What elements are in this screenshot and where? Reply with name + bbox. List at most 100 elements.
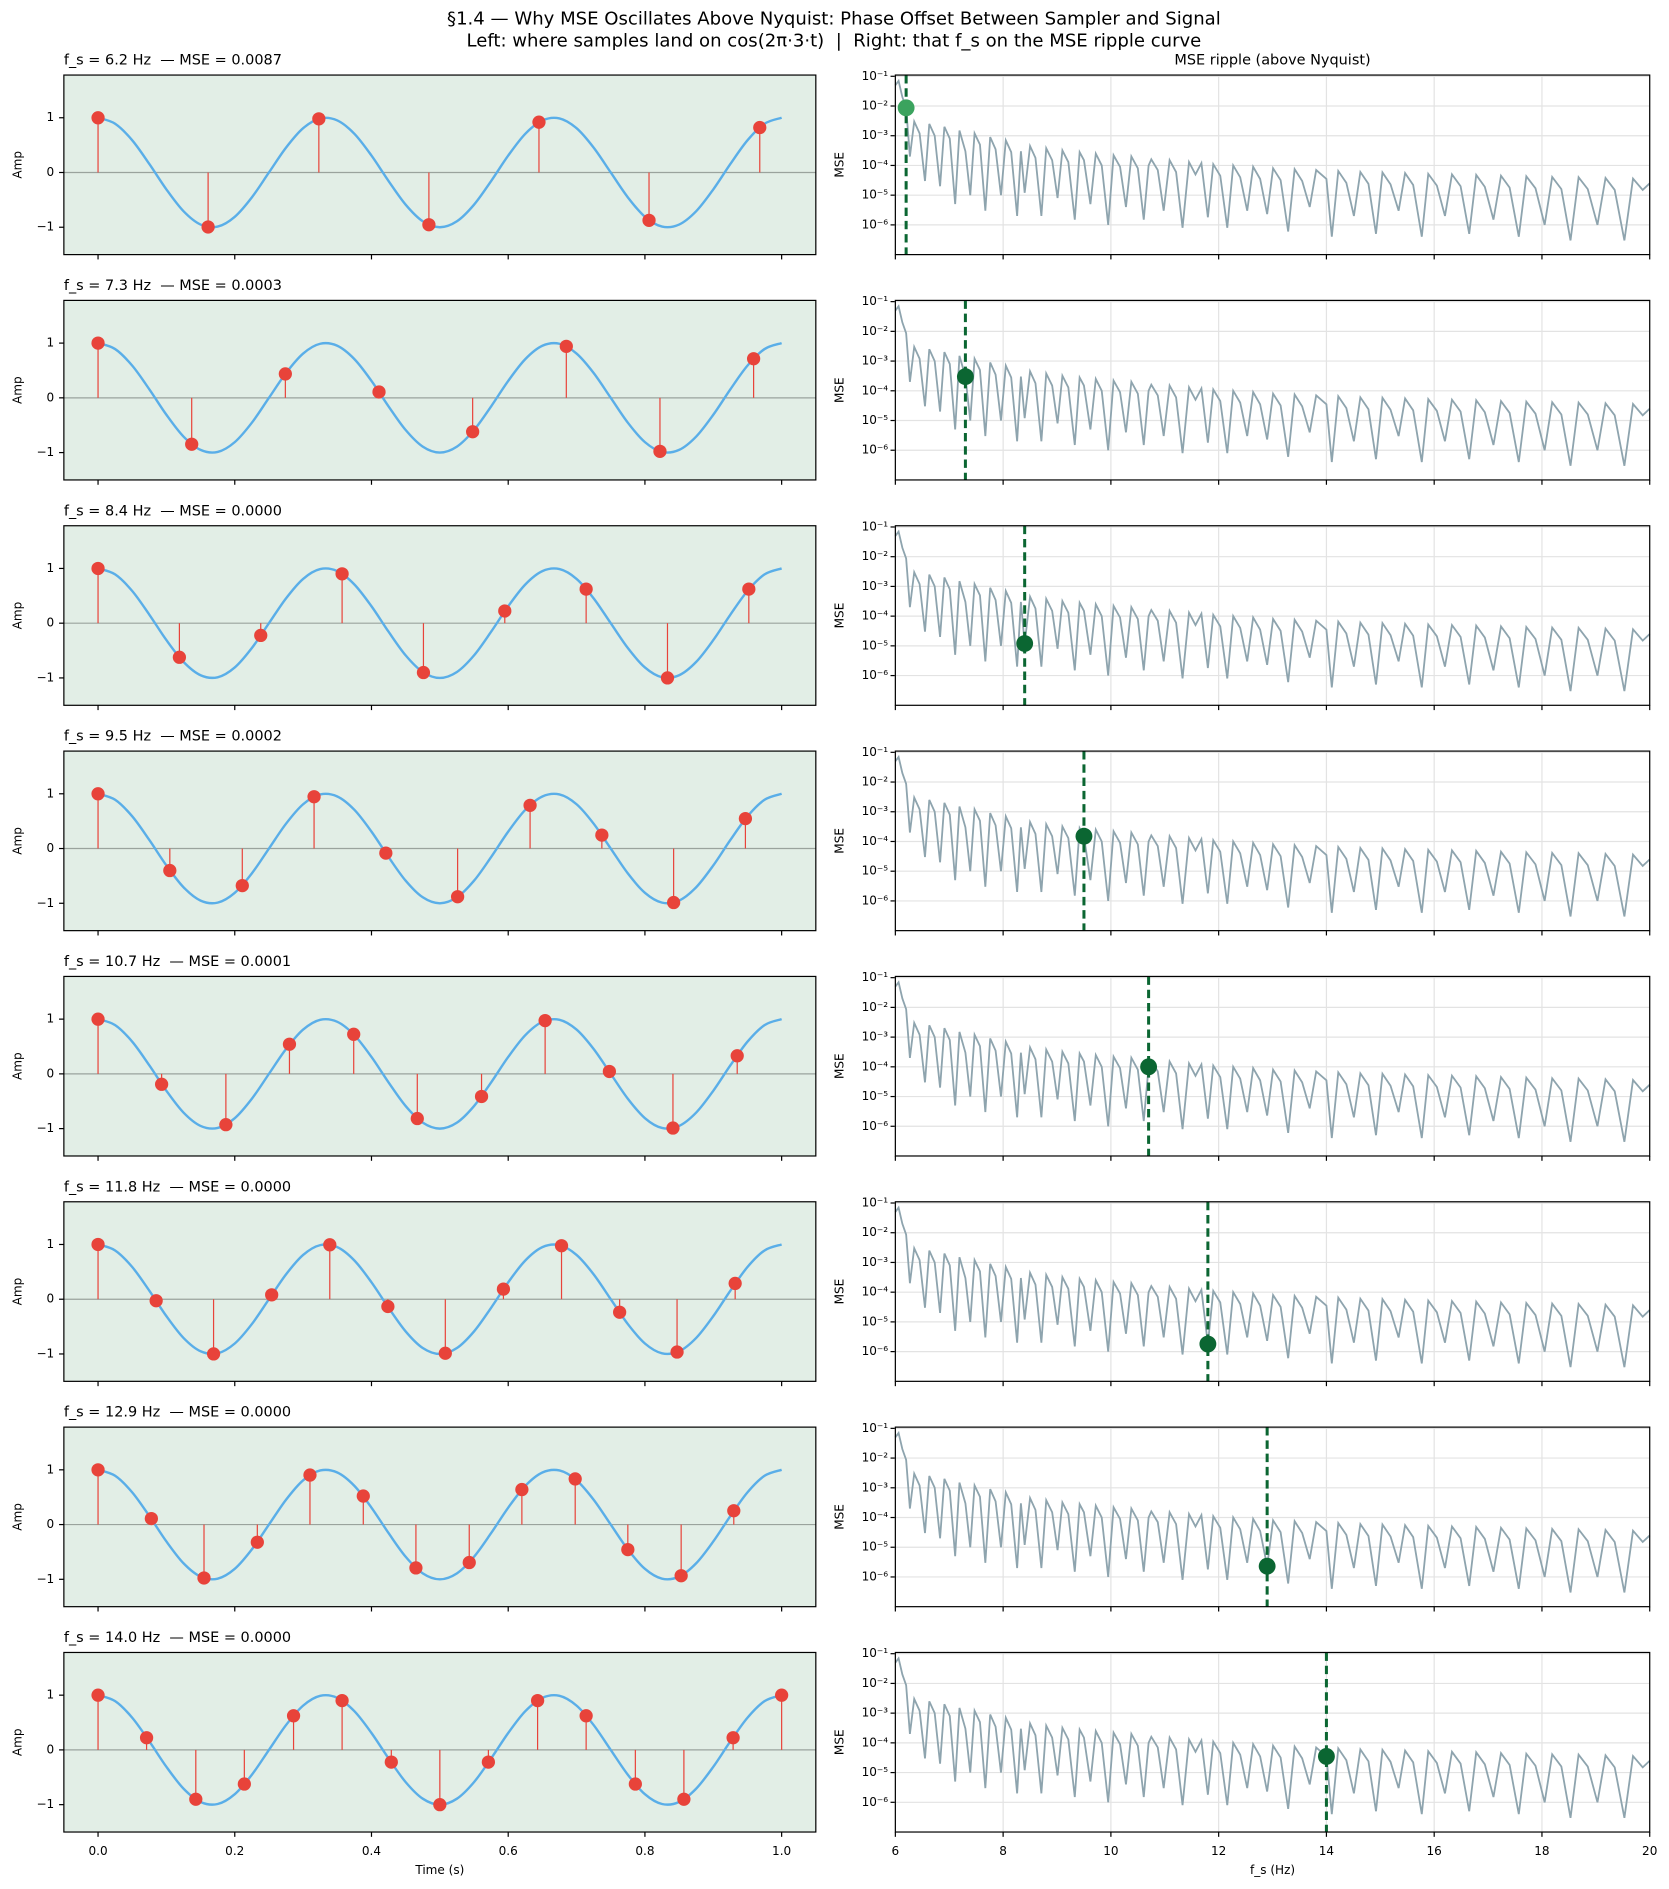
y-tick-label: 10⁻³ [862, 804, 889, 818]
y-tick-label: 10⁻⁴ [862, 834, 889, 848]
x-tick-label: 18 [1534, 1844, 1549, 1858]
y-tick-label: −1 [36, 1572, 54, 1586]
y-tick-label: 10⁻⁶ [862, 1119, 889, 1133]
sample-point [409, 1561, 423, 1575]
x-tick-label: 0.6 [499, 1844, 518, 1858]
plot-area [895, 525, 1650, 706]
y-axis-label: MSE [832, 1729, 846, 1755]
y-tick-label: −1 [36, 220, 54, 234]
y-tick-label: 10⁻⁵ [862, 1089, 889, 1103]
sample-point [139, 1731, 154, 1745]
sample-point [568, 1472, 582, 1486]
y-tick-label: 10⁻¹ [862, 519, 889, 533]
sample-point [730, 1049, 744, 1063]
sample-point [450, 890, 465, 904]
y-axis-label: MSE [832, 152, 846, 178]
axes-frame [894, 975, 1651, 1157]
sample-point [602, 1064, 617, 1079]
y-axis-label: Amp [11, 1278, 25, 1306]
y-axis-label: MSE [832, 1279, 846, 1305]
plot-area [895, 1201, 1650, 1382]
y-tick-label: 10⁻³ [862, 1030, 889, 1044]
sample-point [91, 336, 105, 350]
y-tick-label: 10⁻² [862, 1000, 889, 1014]
sample-point [91, 561, 105, 576]
mse-curve [894, 78, 1651, 241]
plot-area [63, 1427, 816, 1607]
y-tick-label: 1 [47, 1462, 55, 1476]
y-tick-label: −1 [36, 670, 54, 684]
mse-curve [894, 529, 1651, 692]
y-tick-label: 10⁻⁶ [862, 668, 889, 682]
mse-curve [894, 1430, 1651, 1593]
plot-area [895, 976, 1650, 1156]
sample-point [728, 1276, 742, 1291]
y-axis-label: MSE [832, 1504, 846, 1530]
sample-point [515, 1482, 529, 1497]
sample-point [496, 1282, 511, 1296]
y-tick-label: −1 [36, 1346, 54, 1360]
y-tick-label: 10⁻¹ [862, 745, 889, 759]
sample-point [91, 1237, 105, 1252]
y-axis-label: MSE [832, 1053, 846, 1079]
sample-point [201, 220, 215, 234]
y-tick-label: 10⁻¹ [862, 1646, 889, 1660]
x-tick-label: 16 [1427, 1844, 1442, 1858]
panel-title: f_s = 6.2 Hz — MSE = 0.0087 [64, 53, 282, 69]
y-tick-label: 0 [47, 1292, 55, 1306]
y-tick-label: 10⁻⁵ [862, 188, 889, 202]
y-axis-label: Amp [11, 602, 25, 630]
y-tick-label: −1 [36, 445, 54, 459]
axes-frame [63, 525, 817, 706]
plot-area [895, 1652, 1650, 1833]
sample-point [278, 367, 292, 381]
sample-point [726, 1731, 740, 1745]
y-tick-label: 10⁻² [862, 1451, 889, 1465]
y-tick-label: 10⁻⁴ [862, 383, 889, 397]
panel-title: f_s = 7.3 Hz — MSE = 0.0003 [64, 278, 282, 294]
sample-point [219, 1118, 233, 1132]
sample-point [433, 1798, 447, 1812]
x-tick-label: 0.2 [225, 1844, 244, 1858]
sample-point [738, 811, 753, 826]
sample-point [677, 1792, 691, 1806]
figure-title: §1.4 — Why MSE Oscillates Above Nyquist:… [447, 9, 1221, 30]
sample-point [410, 1111, 424, 1126]
x-tick-label: 0.0 [88, 1844, 107, 1858]
sample-point [474, 1089, 489, 1104]
sample-point [666, 1121, 680, 1135]
y-tick-label: 10⁻⁵ [862, 1314, 889, 1328]
figure-subtitle: Left: where samples land on cos(2π·3·t) … [466, 30, 1201, 51]
sample-point [347, 1027, 361, 1041]
sample-point [265, 1288, 279, 1302]
sample-point [286, 1709, 301, 1723]
sample-point [727, 1504, 741, 1518]
sample-point [538, 1013, 552, 1028]
fs-marker [897, 99, 915, 117]
sample-point [462, 1555, 476, 1570]
sample-point [642, 213, 656, 227]
y-tick-label: 10⁻² [862, 1225, 889, 1239]
axes-frame [63, 750, 817, 932]
plot-area [895, 1427, 1650, 1607]
sample-point [621, 1542, 635, 1557]
mse-curve [894, 1656, 1651, 1819]
sample-point [185, 437, 199, 451]
panel-title: f_s = 8.4 Hz — MSE = 0.0000 [64, 503, 282, 519]
y-tick-label: −1 [36, 1797, 54, 1811]
y-tick-label: 10⁻¹ [862, 970, 889, 984]
sample-point [579, 582, 593, 596]
y-tick-label: 1 [47, 336, 55, 350]
sample-point [91, 111, 105, 125]
y-tick-label: 10⁻⁶ [862, 893, 889, 907]
sample-point [307, 790, 321, 804]
panel-title: f_s = 14.0 Hz — MSE = 0.0000 [64, 1630, 291, 1646]
y-axis-label: Amp [11, 1052, 25, 1080]
sample-point [498, 604, 512, 618]
sample-point [530, 1693, 545, 1708]
fs-marker [1199, 1335, 1217, 1353]
reference-curve [97, 792, 783, 905]
plot-area [63, 525, 816, 706]
y-axis-label: Amp [11, 376, 25, 404]
sample-point [628, 1777, 642, 1791]
